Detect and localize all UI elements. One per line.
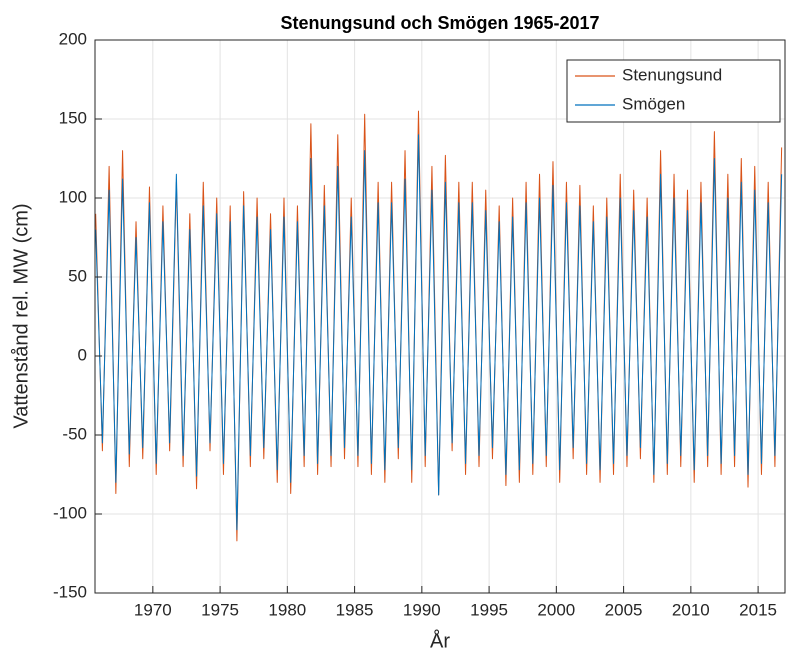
x-tick-label: 2000	[537, 600, 575, 619]
axes: -150 -100 -50 0 50 100 150 200 1970 1975 1980 1985 1…	[53, 29, 786, 619]
x-tick-label: 1975	[201, 600, 239, 619]
x-tick-label: 1990	[403, 600, 441, 619]
x-tick-label: 1970	[134, 600, 172, 619]
x-tick-label: 1995	[470, 600, 508, 619]
y-tick-label: -150	[53, 582, 87, 601]
chart-title: Stenungsund och Smögen 1965-2017	[280, 13, 599, 33]
y-tick-label: 150	[59, 108, 87, 127]
y-tick-label: 50	[68, 266, 87, 285]
axes-box	[94, 39, 786, 594]
legend: Stenungsund Smögen	[566, 59, 781, 123]
x-tick-label: 1980	[268, 600, 306, 619]
x-tick-label: 2005	[605, 600, 643, 619]
x-tick-label: 2010	[672, 600, 710, 619]
x-tick-label: 2015	[739, 600, 777, 619]
plot-area	[95, 40, 785, 593]
y-tick-label: 0	[78, 345, 87, 364]
x-tick-label: 1985	[336, 600, 374, 619]
x-axis-label: År	[430, 629, 450, 652]
legend-label: Stenungsund	[622, 65, 722, 84]
y-axis-label: Vattenstånd rel. MW (cm)	[10, 203, 32, 428]
legend-box	[566, 59, 781, 123]
y-tick-label: 200	[59, 29, 87, 48]
y-tick-label: -100	[53, 503, 87, 522]
y-tick-label: 100	[59, 187, 87, 206]
line-series	[95, 134, 783, 531]
y-tick-label: -50	[62, 424, 87, 443]
lines	[95, 110, 783, 542]
legend-label: Smögen	[622, 94, 685, 113]
